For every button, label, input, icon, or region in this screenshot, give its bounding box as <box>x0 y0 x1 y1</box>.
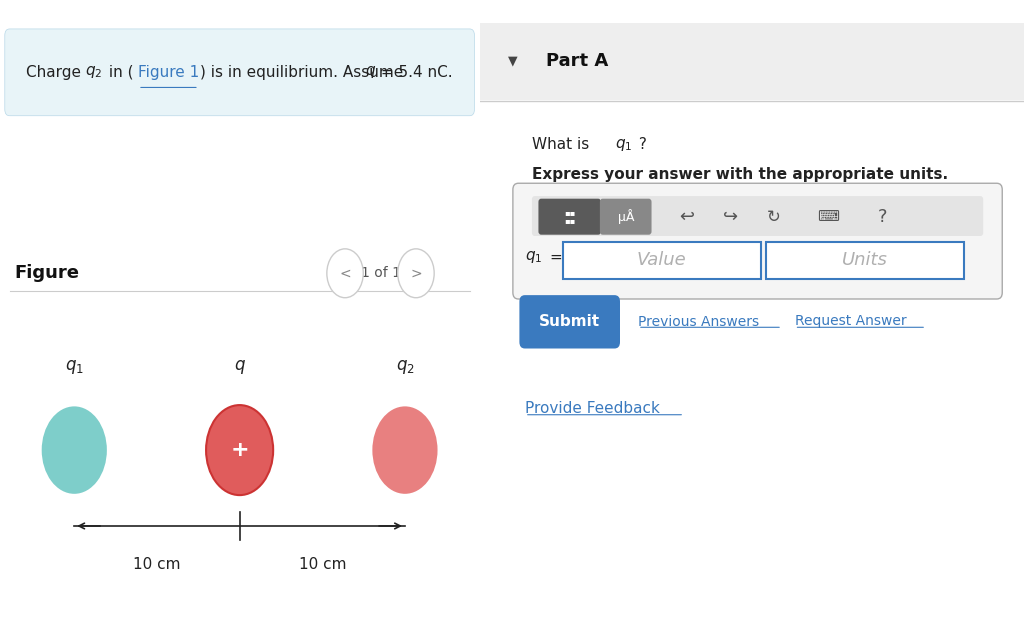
Text: 1 of 1: 1 of 1 <box>361 266 401 280</box>
Text: ?: ? <box>634 137 646 152</box>
Circle shape <box>206 405 273 495</box>
Text: Part A: Part A <box>546 52 608 70</box>
FancyBboxPatch shape <box>519 295 620 349</box>
Text: $q$: $q$ <box>233 358 246 376</box>
Text: $q_2$: $q_2$ <box>85 64 102 80</box>
Text: ▪▪
▪▪: ▪▪ ▪▪ <box>564 208 575 225</box>
Text: Request Answer: Request Answer <box>795 314 906 329</box>
Circle shape <box>327 249 364 298</box>
Text: in (: in ( <box>104 64 134 80</box>
Text: $q_1$: $q_1$ <box>525 249 543 265</box>
Text: Express your answer with the appropriate units.: Express your answer with the appropriate… <box>531 167 948 183</box>
Text: 10 cm: 10 cm <box>299 557 346 572</box>
Text: ▼: ▼ <box>508 55 518 68</box>
Text: $q_2$: $q_2$ <box>395 358 415 376</box>
Circle shape <box>373 406 437 494</box>
Text: $q_1$: $q_1$ <box>614 137 632 152</box>
Text: $q$: $q$ <box>366 64 376 80</box>
FancyBboxPatch shape <box>531 196 983 236</box>
FancyBboxPatch shape <box>766 242 965 279</box>
FancyBboxPatch shape <box>563 242 762 279</box>
Text: ⌨: ⌨ <box>817 209 840 224</box>
Text: What is: What is <box>531 137 594 152</box>
FancyBboxPatch shape <box>5 29 474 116</box>
Text: Provide Feedback: Provide Feedback <box>525 401 659 416</box>
FancyBboxPatch shape <box>600 199 651 235</box>
Text: ?: ? <box>878 208 888 226</box>
Text: Charge: Charge <box>27 64 86 80</box>
Text: <: < <box>339 266 351 280</box>
Text: +: + <box>230 440 249 460</box>
Text: 10 cm: 10 cm <box>133 557 180 572</box>
Text: ) is in equilibrium. Assume: ) is in equilibrium. Assume <box>200 64 408 80</box>
Text: =: = <box>550 249 562 265</box>
Text: Units: Units <box>842 251 888 269</box>
FancyBboxPatch shape <box>513 183 1002 299</box>
Text: ↩: ↩ <box>679 208 694 226</box>
Text: >: > <box>411 266 422 280</box>
FancyBboxPatch shape <box>480 23 1024 100</box>
Text: = 5.4 nC.: = 5.4 nC. <box>376 64 453 80</box>
Text: Figure: Figure <box>14 264 80 282</box>
Text: μÅ: μÅ <box>617 209 634 224</box>
Text: ↪: ↪ <box>723 208 738 226</box>
Text: Value: Value <box>637 251 687 269</box>
Text: $q_1$: $q_1$ <box>65 358 84 376</box>
Text: Submit: Submit <box>539 314 600 329</box>
Circle shape <box>42 406 106 494</box>
Circle shape <box>397 249 434 298</box>
FancyBboxPatch shape <box>539 199 601 235</box>
Text: Previous Answers: Previous Answers <box>638 314 759 329</box>
Text: Figure 1: Figure 1 <box>138 64 200 80</box>
Text: ↻: ↻ <box>767 208 781 226</box>
